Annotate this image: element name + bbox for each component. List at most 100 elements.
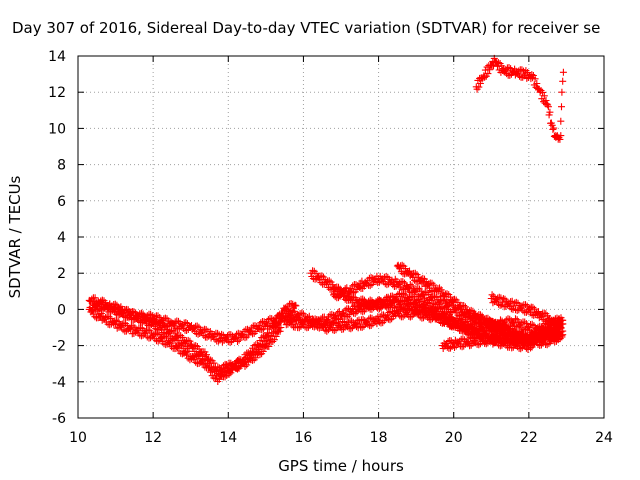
data-point [259,347,267,355]
data-point [558,103,565,111]
data-point [200,356,208,364]
data-point [460,302,468,309]
y-tick-label: 10 [48,121,66,137]
data-point [244,355,251,363]
data-point [102,313,110,321]
data-point [515,331,523,339]
data-point [476,333,484,341]
data-point [258,326,266,334]
data-point [423,306,431,314]
data-point [364,321,372,329]
data-point [130,308,138,316]
data-point [540,92,548,100]
data-point [360,303,367,311]
data-point [451,295,458,303]
data-point [489,299,497,307]
x-tick-label: 16 [295,430,313,446]
data-point [246,350,254,357]
data-point [539,88,547,96]
data-point [559,320,567,328]
data-point [113,303,121,311]
data-point [459,335,467,343]
data-point [359,295,367,303]
data-point [443,290,451,298]
data-point [202,326,210,334]
data-point [198,357,206,365]
x-tick-label: 22 [520,430,538,446]
data-point [144,326,152,334]
data-point [95,299,103,307]
data-point [419,274,427,282]
data-point [358,323,366,331]
data-point [344,291,352,299]
y-tick-label: -4 [52,375,66,391]
data-point [179,344,187,352]
data-point [270,336,278,344]
data-point [507,330,515,338]
chart-title: Day 307 of 2016, Sidereal Day-to-day VTE… [12,19,600,37]
data-point [193,322,201,330]
data-point [342,292,350,300]
data-point [292,302,300,310]
data-point [259,341,266,348]
data-point [325,277,333,285]
data-point [526,304,534,312]
data-point [482,340,490,348]
data-point [456,327,464,334]
data-point [449,297,457,305]
data-point [543,341,551,349]
data-point [260,337,268,345]
data-point [184,336,192,344]
data-point [406,281,414,288]
data-point [475,341,483,349]
data-point [203,351,210,359]
data-point [291,301,299,309]
data-point [220,366,228,374]
data-point [350,289,357,297]
data-point [183,327,191,334]
data-point [144,317,152,325]
data-point [173,343,180,350]
data-point [330,291,337,299]
data-point [265,343,273,350]
data-point [553,314,561,322]
y-tick-label: -6 [52,411,66,427]
data-point [241,362,249,370]
data-point [539,316,547,324]
data-point [256,351,264,359]
data-point [475,83,483,91]
data-point [467,306,475,314]
data-point [535,85,543,93]
data-point [183,351,190,359]
data-point [336,315,344,323]
data-point [168,336,176,344]
data-point [203,360,211,367]
data-point [257,342,265,350]
data-point [367,322,375,329]
data-point [557,132,565,140]
data-point [411,269,419,277]
plot-frame [77,55,605,419]
data-point [545,329,553,337]
data-point [225,370,233,378]
data-point [221,373,229,381]
data-point [355,283,363,291]
y-tick-label: 12 [48,85,66,101]
data-point [193,351,201,359]
data-point [396,312,404,320]
data-point [556,335,564,343]
data-point [528,71,536,79]
data-point [542,97,550,104]
data-point [388,292,396,300]
x-tick-label: 10 [69,430,87,446]
data-point [447,344,454,352]
data-point [443,343,451,351]
data-point [385,309,393,317]
data-point [495,300,502,308]
data-point [494,59,502,67]
data-point [176,341,184,349]
data-point [327,318,335,326]
data-point [218,338,226,346]
data-point [366,282,374,290]
data-point [484,70,492,78]
